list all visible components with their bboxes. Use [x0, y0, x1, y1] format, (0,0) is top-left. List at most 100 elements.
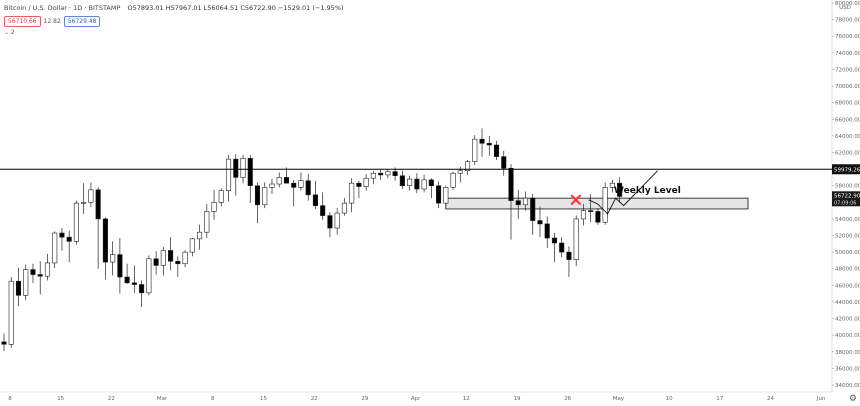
candle — [95, 187, 101, 269]
candle — [131, 265, 137, 293]
candle — [580, 203, 586, 226]
ohlc-readout: O57893.01 H57967.01 L56064.51 C56722.90 … — [127, 4, 344, 12]
candle-body — [44, 262, 51, 277]
candle-body — [595, 211, 601, 223]
price-tick-label: 40000.00 — [835, 333, 860, 339]
candle-body — [544, 223, 550, 239]
candle-body — [153, 258, 159, 266]
candle — [399, 170, 405, 190]
ask-price-button[interactable]: 56729.48 — [63, 16, 101, 27]
candle-body — [168, 250, 174, 262]
candle — [182, 250, 188, 268]
time-tick-label: Apr — [411, 396, 421, 402]
candle-body — [436, 185, 442, 204]
candle-body — [146, 258, 152, 294]
time-tick-label: 10 — [666, 396, 673, 402]
candle — [44, 253, 51, 281]
candle — [334, 208, 340, 235]
candle-body — [291, 182, 297, 188]
candle — [320, 192, 326, 220]
candle-body — [117, 254, 123, 278]
time-tick-label: 22 — [108, 396, 115, 402]
candle — [327, 212, 333, 238]
candle — [124, 263, 130, 284]
candle — [225, 154, 232, 202]
candle — [110, 241, 116, 276]
candle-body — [262, 187, 268, 206]
candle-body — [305, 180, 311, 196]
candle-body — [131, 282, 137, 285]
candle — [153, 251, 159, 275]
price-tick-label: 80000.00 — [835, 1, 860, 7]
candle — [312, 180, 318, 209]
candle-body — [493, 144, 500, 157]
candle — [356, 180, 362, 199]
candle — [233, 154, 239, 196]
price-tick-label: 34000.00 — [835, 383, 860, 389]
candle — [617, 177, 623, 203]
candle-body — [501, 156, 507, 169]
candle — [479, 128, 485, 157]
candle-body — [52, 232, 58, 264]
candle — [37, 261, 43, 295]
candle-body — [197, 231, 203, 240]
candle — [262, 182, 268, 209]
candle — [15, 267, 22, 307]
rejection-x-icon — [570, 194, 581, 205]
time-tick-label: Mar — [157, 396, 168, 402]
candle — [544, 216, 550, 248]
indicator-toggle[interactable]: ⌄ 2 — [4, 29, 15, 36]
candle-body — [479, 138, 485, 144]
candle-body — [15, 280, 22, 296]
candle — [254, 182, 261, 224]
candle-body — [378, 172, 384, 176]
candle — [428, 178, 434, 199]
candle — [8, 277, 14, 348]
symbol-title[interactable]: Bitcoin / U.S. Dollar · 1D · BITSTAMP — [4, 4, 121, 12]
candle — [385, 169, 391, 179]
candle-body — [464, 161, 471, 172]
candle-body — [254, 185, 261, 206]
price-tick-label: 62000.00 — [835, 150, 860, 156]
price-tick-label: 42000.00 — [835, 317, 860, 323]
projection-path[interactable] — [588, 170, 658, 215]
price-tick-label: 50000.00 — [835, 250, 860, 256]
bid-price-button[interactable]: 56710.66 — [4, 16, 41, 27]
candle — [522, 191, 529, 211]
candle-body — [276, 177, 282, 185]
time-axis[interactable]: 8 15 22 Mar 8 15 22 29 Apr 12 19 26 May 10 17 24 Jun — [0, 391, 832, 402]
candle-body — [139, 284, 145, 294]
candle-body — [312, 194, 318, 206]
candles-layer — [1, 128, 623, 351]
price-tick-label: 64000.00 — [835, 134, 860, 140]
candle-body — [8, 280, 14, 345]
candle-body — [588, 210, 594, 212]
candle — [204, 203, 210, 239]
candle-body — [414, 178, 420, 190]
time-tick-label: 29 — [361, 396, 368, 402]
candle — [247, 154, 253, 204]
candle-body — [580, 210, 586, 220]
candle — [146, 255, 152, 296]
candle-body — [559, 242, 565, 253]
time-tick-label: 15 — [260, 396, 267, 402]
candle-body — [392, 171, 398, 177]
settings-gear-icon[interactable]: ⚙ — [848, 394, 857, 404]
candle-body — [269, 183, 275, 188]
time-tick-label: 17 — [716, 396, 723, 402]
time-tick-label: 19 — [514, 396, 521, 402]
candle-body — [363, 177, 369, 187]
candle-body — [218, 190, 224, 203]
weekly-price-badge: 59979.26 — [832, 164, 860, 175]
price-tick-label: 74000.00 — [835, 51, 860, 57]
price-tick-label: 52000.00 — [835, 234, 860, 240]
candle-body — [385, 171, 391, 176]
price-tick-label: 36000.00 — [835, 366, 860, 372]
price-tick-label: 44000.00 — [835, 300, 860, 306]
candle — [305, 174, 311, 201]
price-tick-label: 72000.00 — [835, 67, 860, 73]
price-tick-label: 68000.00 — [835, 101, 860, 107]
candle — [59, 228, 65, 251]
